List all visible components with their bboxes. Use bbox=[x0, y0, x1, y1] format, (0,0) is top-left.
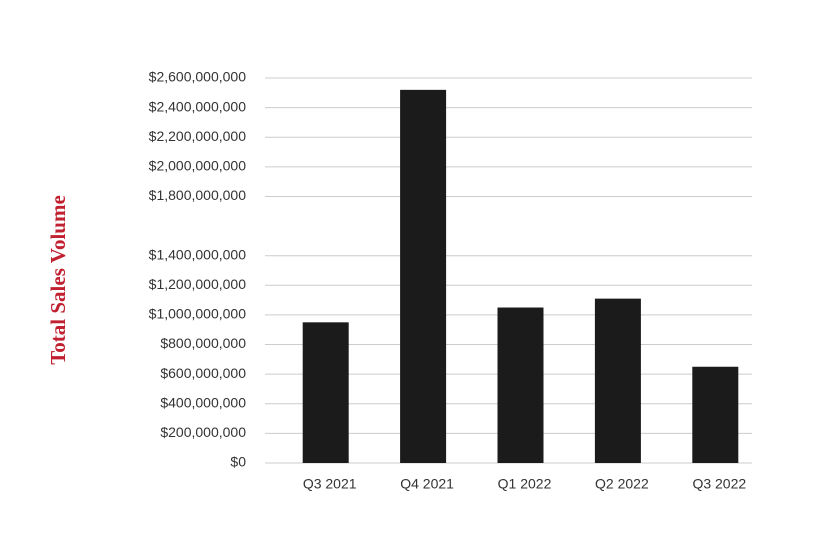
y-tick-label: $1,200,000,000 bbox=[149, 276, 247, 292]
y-tick-label: $600,000,000 bbox=[160, 365, 246, 381]
y-tick-label: $2,000,000,000 bbox=[149, 158, 247, 174]
bar bbox=[594, 298, 641, 463]
y-tick-label: $1,000,000,000 bbox=[149, 306, 247, 322]
y-axis-label: Total Sales Volume bbox=[46, 195, 70, 365]
y-tick-label: $2,600,000,000 bbox=[149, 69, 247, 85]
x-tick-label: Q2 2022 bbox=[595, 476, 649, 492]
y-tick-label: $400,000,000 bbox=[160, 394, 246, 410]
y-tick-label: $0 bbox=[230, 454, 246, 470]
x-tick-label: Q3 2021 bbox=[303, 476, 357, 492]
bar bbox=[302, 322, 349, 463]
y-tick-label: $1,400,000,000 bbox=[149, 246, 247, 262]
y-tick-label: $800,000,000 bbox=[160, 335, 246, 351]
x-tick-label: Q4 2021 bbox=[400, 476, 454, 492]
y-tick-label: $2,200,000,000 bbox=[149, 128, 247, 144]
bar bbox=[692, 366, 739, 463]
y-tick-label: $200,000,000 bbox=[160, 424, 246, 440]
y-tick-label: $1,800,000,000 bbox=[149, 187, 247, 203]
bar bbox=[400, 89, 447, 463]
y-tick-label: $2,400,000,000 bbox=[149, 98, 247, 114]
x-tick-label: Q3 2022 bbox=[692, 476, 746, 492]
bar bbox=[497, 307, 544, 463]
x-tick-label: Q1 2022 bbox=[498, 476, 552, 492]
